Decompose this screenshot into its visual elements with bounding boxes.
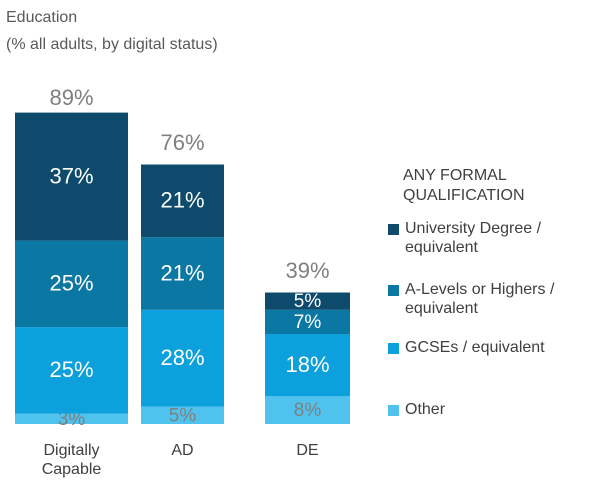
total-label: 89%: [49, 85, 93, 110]
data-label: 25%: [49, 357, 93, 382]
legend-swatch: [388, 405, 399, 416]
legend-swatch: [388, 224, 399, 235]
bar-segment: [265, 309, 350, 335]
legend-swatch: [388, 343, 399, 354]
x-tick-label: DE: [296, 442, 319, 459]
total-label: 76%: [160, 130, 204, 155]
legend-title: ANY FORMAL QUALIFICATION: [403, 167, 525, 204]
data-label: 5%: [169, 405, 197, 426]
x-tick-label: AD: [171, 442, 194, 459]
bar-segment: [15, 240, 128, 328]
data-label: 25%: [49, 271, 93, 296]
legend-label: University Degree / equivalent: [405, 220, 542, 256]
bar-segment: [141, 237, 224, 310]
bar-segment: [141, 309, 224, 407]
data-label: 21%: [160, 260, 204, 285]
legend-label: Other: [405, 401, 446, 418]
bar-segment: [265, 334, 350, 397]
legend-label: GCSEs / equivalent: [405, 339, 545, 356]
legend-label: A-Levels or Highers / equivalent: [405, 281, 555, 317]
bar-segment: [265, 396, 350, 424]
bar-segment: [265, 292, 350, 310]
data-label: 8%: [294, 400, 322, 421]
x-tick-label: Digitally Capable: [41, 442, 102, 478]
bar-segment: [141, 164, 224, 238]
chart-subtitle: (% all adults, by digital status): [6, 36, 218, 53]
total-label: 39%: [285, 258, 329, 283]
legend-swatch: [388, 285, 399, 296]
bar-segment: [15, 112, 128, 241]
data-label: 7%: [294, 312, 322, 333]
data-label: 3%: [58, 409, 86, 430]
chart-title: Education: [6, 9, 77, 26]
data-label: 37%: [49, 163, 93, 188]
data-label: 28%: [160, 345, 204, 370]
data-label: 5%: [294, 291, 322, 312]
data-label: 21%: [160, 188, 204, 213]
bar-segment: [15, 413, 128, 424]
data-label: 18%: [285, 352, 329, 377]
bar-segment: [141, 406, 224, 424]
bar-segment: [15, 327, 128, 414]
